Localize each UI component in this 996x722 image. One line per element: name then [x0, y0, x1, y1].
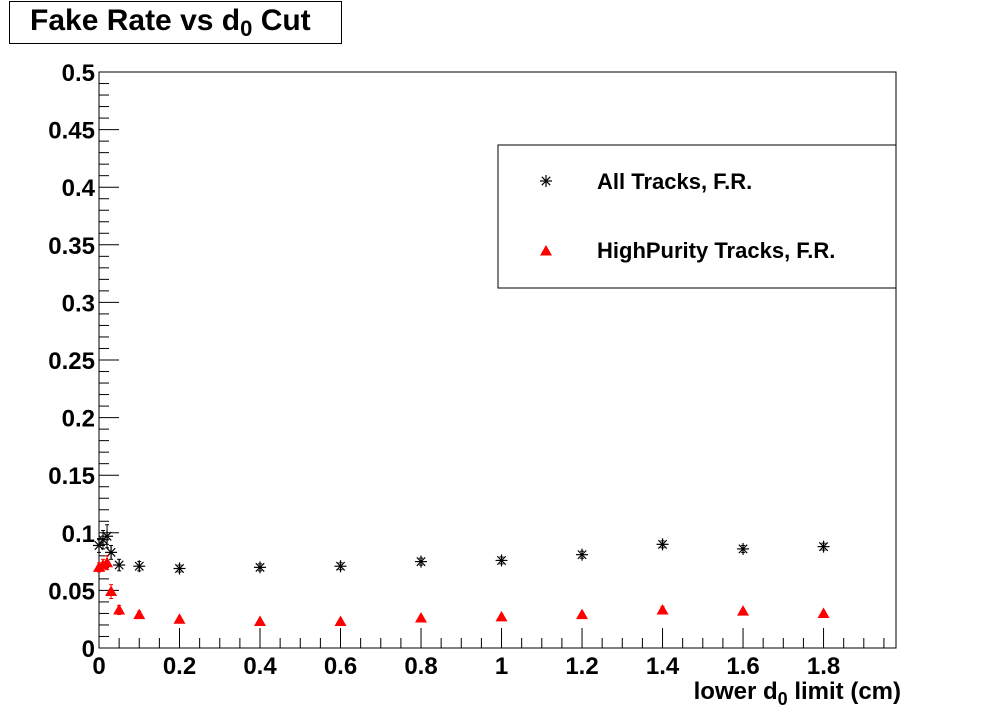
x-tick-label: 0.4: [243, 653, 277, 680]
asterisk-stroke: [818, 541, 829, 552]
x-tick-label: 0.2: [163, 653, 196, 680]
y-tick-label: 0.3: [62, 290, 95, 317]
asterisk-stroke: [416, 556, 426, 567]
y-tick-label: 0.25: [48, 348, 95, 375]
asterisk-stroke: [255, 562, 265, 572]
data-point: [334, 560, 347, 573]
legend-label: All Tracks, F.R.: [597, 169, 752, 194]
y-tick-label: 0: [82, 636, 95, 663]
data-point: [254, 561, 267, 574]
y-tick-label: 0.2: [62, 406, 95, 433]
asterisk-stroke: [114, 560, 124, 570]
data-point: [113, 559, 126, 572]
data-point: [737, 605, 750, 616]
legend-frame: [497, 144, 897, 289]
data-point: [105, 546, 118, 559]
x-tick-label: 1.2: [565, 653, 598, 680]
data-point: [334, 615, 347, 627]
data-point: [254, 615, 267, 627]
data-point: [113, 603, 126, 615]
asterisk-stroke: [738, 544, 748, 554]
x-tick-label: 1.4: [646, 653, 680, 680]
asterisk-stroke: [174, 563, 185, 574]
asterisk-stroke: [102, 531, 112, 541]
data-point: [105, 585, 118, 597]
x-tick-label: 1.6: [726, 653, 759, 680]
data-point: [737, 542, 750, 555]
series-layer: [93, 524, 830, 627]
asterisk-stroke: [94, 540, 104, 551]
x-tick-label: 0: [92, 653, 105, 680]
series-0: [93, 524, 830, 575]
x-axis-label: lower d0 limit (cm): [693, 678, 901, 709]
legend: All Tracks, F.R. HighPurity Tracks, F.R.: [497, 144, 897, 289]
asterisk-stroke: [541, 176, 551, 186]
data-point: [817, 540, 830, 553]
asterisk-stroke: [335, 561, 346, 571]
y-tick-label: 0.15: [48, 463, 95, 490]
data-point: [576, 548, 589, 561]
asterisk-stroke: [496, 555, 507, 566]
y-tick-label: 0.45: [48, 118, 95, 145]
data-point: [415, 612, 428, 623]
asterisk-stroke: [657, 539, 668, 549]
title-subscript: 0: [240, 16, 253, 41]
legend-marker: [540, 245, 552, 256]
x-tick-label: 0.6: [324, 653, 357, 680]
title-main: Fake Rate vs d: [30, 4, 241, 37]
x-tick-label: 0.8: [404, 653, 437, 680]
data-point: [495, 554, 508, 567]
asterisk-stroke: [106, 547, 116, 558]
asterisk-stroke: [134, 561, 144, 571]
chart-title-box: Fake Rate vs d0 Cut: [9, 1, 342, 44]
data-point: [133, 608, 146, 620]
data-point: [101, 530, 114, 543]
data-point: [173, 562, 186, 575]
y-tick-label: 0.4: [62, 175, 96, 202]
xlabel-subscript: 0: [777, 689, 788, 709]
series-1: [93, 555, 830, 627]
data-point: [656, 538, 669, 551]
axis-ticks: 0 0.2 0.4 0.6 0.8 1 1.2 1.4 1.6 1.8 0 0.05 0.1 0.15 0.…: [48, 60, 885, 680]
data-point: [817, 607, 830, 618]
data-point: [415, 555, 428, 568]
data-point: [495, 610, 508, 622]
data-point: [576, 608, 589, 620]
data-point: [173, 613, 186, 624]
y-tick-label: 0.5: [62, 60, 95, 87]
legend-label: HighPurity Tracks, F.R.: [597, 238, 835, 263]
chart-title: Fake Rate vs d0 Cut: [30, 4, 311, 41]
xlabel-main: lower d: [693, 678, 778, 705]
legend-marker: [540, 175, 552, 187]
y-tick-label: 0.35: [48, 233, 95, 260]
xlabel-tail: limit (cm): [787, 678, 901, 705]
asterisk-stroke: [577, 550, 587, 560]
x-tick-label: 1.8: [807, 653, 840, 680]
y-tick-label: 0.1: [62, 521, 95, 548]
data-point: [133, 560, 146, 573]
x-tick-label: 1: [495, 653, 508, 680]
title-tail: Cut: [252, 4, 311, 37]
y-tick-label: 0.05: [48, 578, 95, 605]
data-point: [101, 556, 114, 568]
data-point: [656, 603, 669, 615]
